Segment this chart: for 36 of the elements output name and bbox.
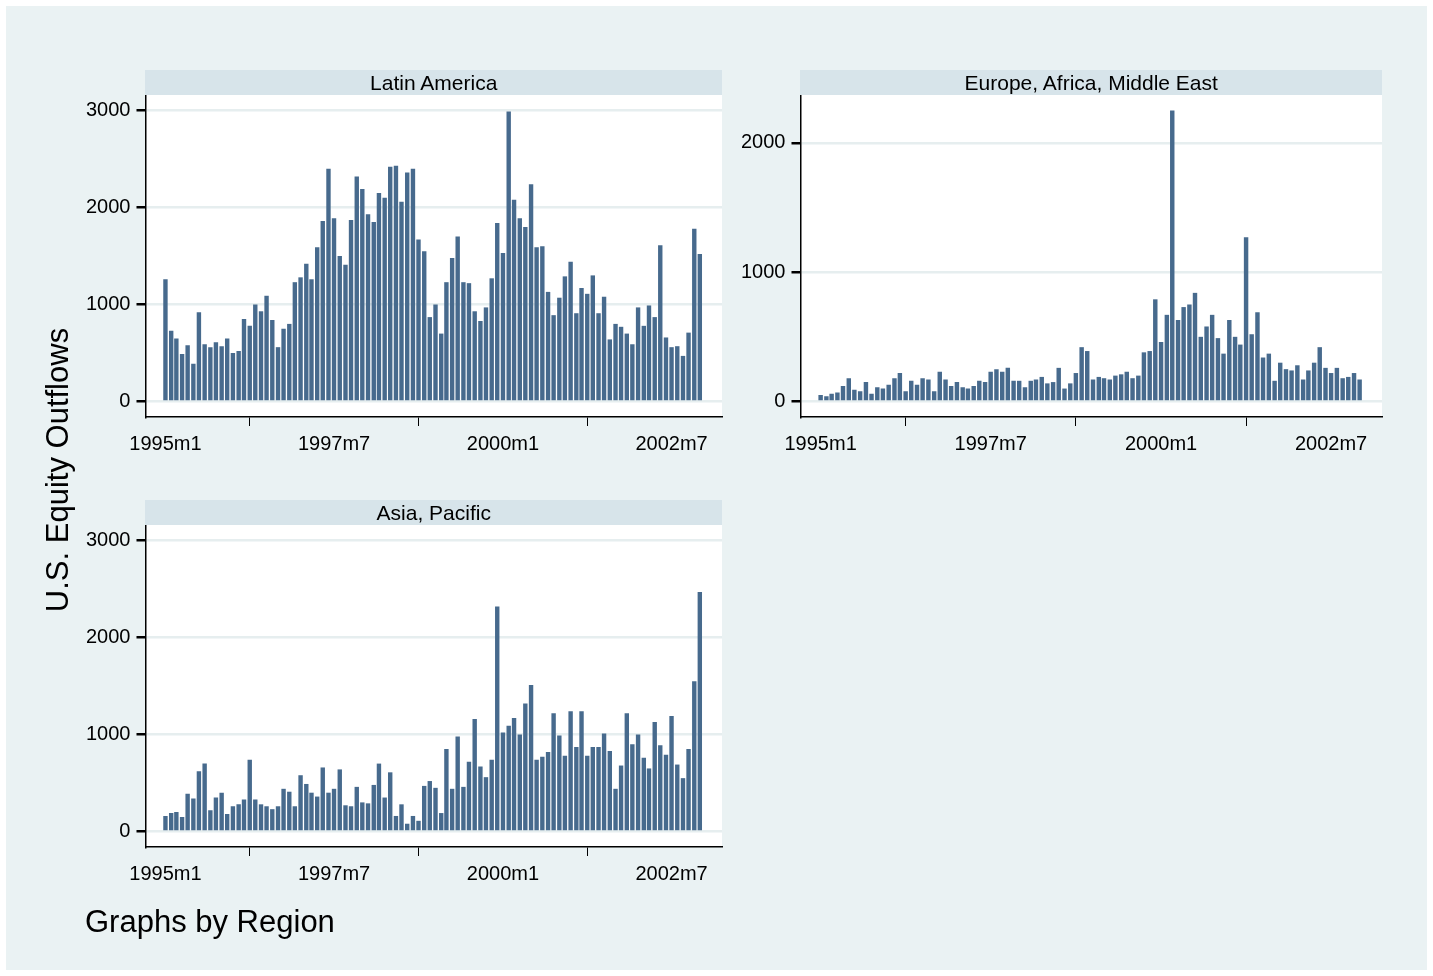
bar <box>1090 379 1096 401</box>
y-tick-label: 3000 <box>85 98 131 121</box>
x-tick-label: 1997m7 <box>297 861 371 884</box>
chart-title: Latin America <box>145 70 722 95</box>
bar <box>1033 379 1039 401</box>
bar <box>641 757 647 831</box>
x-tick-label: 1995m1 <box>784 431 857 454</box>
x-tick-label: 2002m7 <box>635 861 708 884</box>
bar <box>697 254 703 401</box>
y-tick-label: 3000 <box>85 528 131 551</box>
x-tick-label: 2000m1 <box>1124 431 1198 454</box>
x-tick-label: 2002m7 <box>1294 431 1368 454</box>
x-tick-label: 2002m7 <box>635 431 708 454</box>
y-tick-label: 1000 <box>85 292 131 315</box>
y-tick-label: 0 <box>119 819 131 841</box>
bar <box>697 591 703 831</box>
bar <box>1101 378 1107 401</box>
x-tick-label: 1997m7 <box>297 431 371 454</box>
x-tick-label: 1997m7 <box>954 431 1027 454</box>
bar <box>646 305 652 401</box>
y-tick-label: 0 <box>119 389 131 411</box>
x-tick-label: 2000m1 <box>466 431 540 454</box>
chart-title: Asia, Pacific <box>145 500 722 525</box>
y-axis-title: U.S. Equity Outflows <box>40 327 76 613</box>
x-tick-label: 2000m1 <box>466 861 540 884</box>
y-tick-label: 1000 <box>85 722 131 745</box>
y-tick-label: 2000 <box>740 130 786 153</box>
chart-title: Europe, Africa, Middle East <box>800 70 1382 95</box>
text: Graphs by Region <box>85 904 335 940</box>
y-tick-label: 2000 <box>85 195 131 218</box>
x-tick-label: 1995m1 <box>129 861 202 884</box>
y-tick-label: 0 <box>774 389 786 411</box>
x-tick-label: 1995m1 <box>129 431 202 454</box>
y-tick-label: 2000 <box>85 625 131 648</box>
bar <box>1022 387 1028 401</box>
y-tick-label: 1000 <box>740 259 786 282</box>
